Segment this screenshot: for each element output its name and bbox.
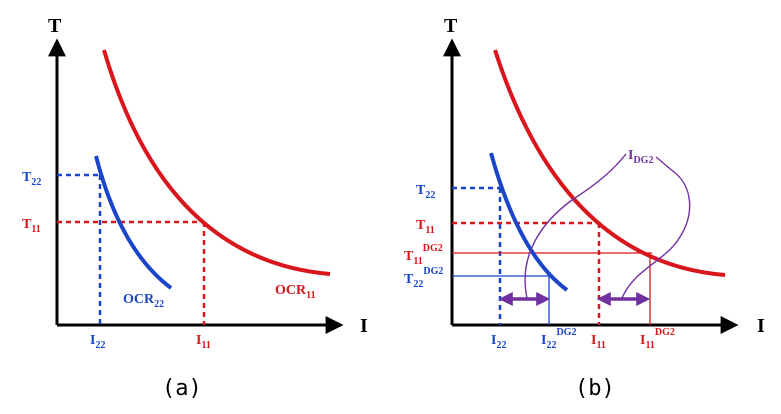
- i11-label: I11: [196, 333, 211, 351]
- ocr22-label: OCR22: [123, 292, 164, 310]
- panel-a: T I T22 T11 I22 I11 OCR22 OCR11 (a): [22, 15, 368, 401]
- i22-dg2-label: I22DG2: [541, 327, 576, 351]
- caption-a: (a): [162, 376, 202, 401]
- ocr11-label: OCR11: [275, 283, 316, 301]
- t22-dg2-label: T22DG2: [404, 266, 443, 290]
- t-axis-label: T: [444, 15, 458, 37]
- i11-label: I11: [591, 333, 606, 351]
- panel-b: T I T22 T11 T11DG2 T22DG2 I22 I22DG2 I11…: [404, 15, 765, 401]
- ocr11-curve: [102, 49, 331, 276]
- t11-label: T11: [22, 217, 41, 235]
- idg2-label: IDG2: [628, 148, 653, 166]
- t-axis-label: T: [48, 15, 62, 37]
- ocr22-curve: [489, 152, 569, 292]
- idg2-leader-left: [524, 153, 627, 299]
- i11-dg2-label: I11DG2: [640, 327, 675, 351]
- i-axis-label: I: [360, 315, 368, 337]
- i22-label: I22: [90, 333, 105, 351]
- i-axis-label: I: [757, 315, 765, 337]
- t22-label: T22: [22, 170, 41, 188]
- t22-label: T22: [416, 183, 435, 201]
- t11-label: T11: [416, 218, 435, 236]
- i22-label: I22: [491, 333, 506, 351]
- ocr22-curve: [94, 155, 173, 290]
- caption-b: (b): [575, 376, 615, 401]
- ocr11-curve: [493, 49, 726, 277]
- idg2-leader-right: [621, 156, 691, 299]
- t11-dg2-label: T11DG2: [404, 243, 443, 267]
